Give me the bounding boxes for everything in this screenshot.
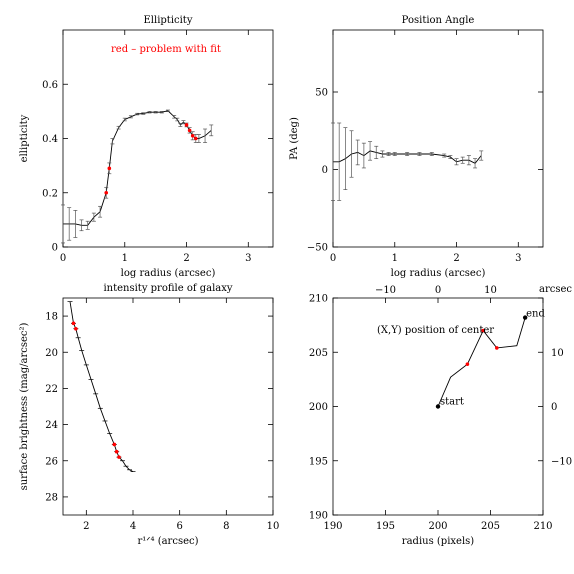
panel-title: Ellipticity [144,15,193,26]
y-tick-label: 20 [45,348,58,359]
x-tick-label: 205 [481,521,500,532]
x-tick-label: 190 [323,521,342,532]
top-x-tick-label: −10 [375,285,396,296]
x-tick-label: 1 [122,253,128,264]
x-tick-label: 0 [330,253,336,264]
ellipticity-panel: 0 1 2 3 0 0.2 0.4 0.6 Ellipticity log radius (arc… [19,15,274,279]
problem-point [465,362,470,366]
x-tick-label: 1 [392,253,398,264]
y-tick-label: 18 [45,312,58,323]
y-tick-label: 0.4 [42,134,58,145]
plot-frame [332,29,544,248]
panel-title: Position Angle [402,15,475,26]
plot-frame [62,29,274,248]
x-tick-label: 3 [245,253,251,264]
y-tick-label: 0 [52,243,58,254]
x-axis-label: r¹ᐟ⁴ (arcsec) [137,536,198,547]
problem-annotation: red – problem with fit [111,44,221,55]
problem-point [190,133,195,138]
problem-point [495,346,499,350]
problem-point [74,326,78,331]
y-tick-label: 0 [322,165,328,176]
start-label: start [440,397,464,408]
x-tick-label: 200 [428,521,447,532]
x-tick-label: 6 [176,521,182,532]
top-x-tick-label: 10 [484,285,497,296]
panel-title: intensity profile of galaxy [103,283,232,294]
y-tick-label: 190 [309,511,328,522]
top-x-axis-label: arcsec [539,284,572,295]
problem-point [104,190,109,195]
problem-point [187,128,192,133]
right-y-tick-label: 0 [551,402,557,413]
center-annotation: (X,Y) position of center [377,325,494,336]
problem-point [184,123,189,127]
x-tick-label: 8 [223,521,229,532]
y-tick-label: 210 [309,294,328,305]
y-tick-label: 28 [45,492,58,503]
y-tick-label: 24 [45,420,58,431]
y-axis-label: surface brightness (mag/arcsec²) [19,323,30,491]
x-tick-label: 2 [453,253,459,264]
y-tick-label: 50 [315,88,328,99]
problem-point [481,328,485,333]
x-axis-label: radius (pixels) [402,536,474,547]
y-tick-label: 200 [309,402,328,413]
right-y-tick-label: −10 [551,456,572,467]
y-tick-label: 195 [309,456,328,467]
right-y-tick-label: 10 [551,348,564,359]
x-tick-label: 10 [267,521,280,532]
problem-point [71,321,76,326]
x-axis-label: log radius (arcsec) [121,268,216,279]
x-tick-label: 210 [533,521,552,532]
y-axis-label: PA (deg) [289,117,300,160]
x-tick-label: 2 [183,253,189,264]
y-tick-label: 22 [45,384,58,395]
y-tick-label: 26 [45,456,58,467]
x-tick-label: 195 [376,521,395,532]
y-tick-label: 0.2 [42,188,58,199]
end-label: end [526,309,545,320]
plot-frame [62,297,274,516]
series-line [69,301,134,473]
x-axis-label: log radius (arcsec) [391,268,486,279]
x-tick-label: 2 [83,521,89,532]
center-position-panel: 190 195 200 205 210 190 195 200 205 210 radius (pi… [309,284,572,547]
problem-point [114,449,119,454]
problem-point [112,442,117,447]
x-tick-label: 4 [130,521,136,532]
end-marker [522,315,528,320]
y-tick-label: 205 [309,348,328,359]
start-marker [435,404,441,409]
problem-point [107,166,112,171]
y-tick-label: 0.6 [42,80,58,91]
y-tick-label: −50 [307,243,328,254]
problem-point [193,136,198,141]
problem-point [117,455,121,459]
x-tick-label: 0 [60,253,66,264]
x-tick-label: 3 [515,253,521,264]
y-axis-label: ellipticity [19,114,30,162]
top-x-tick-label: 0 [435,285,441,296]
